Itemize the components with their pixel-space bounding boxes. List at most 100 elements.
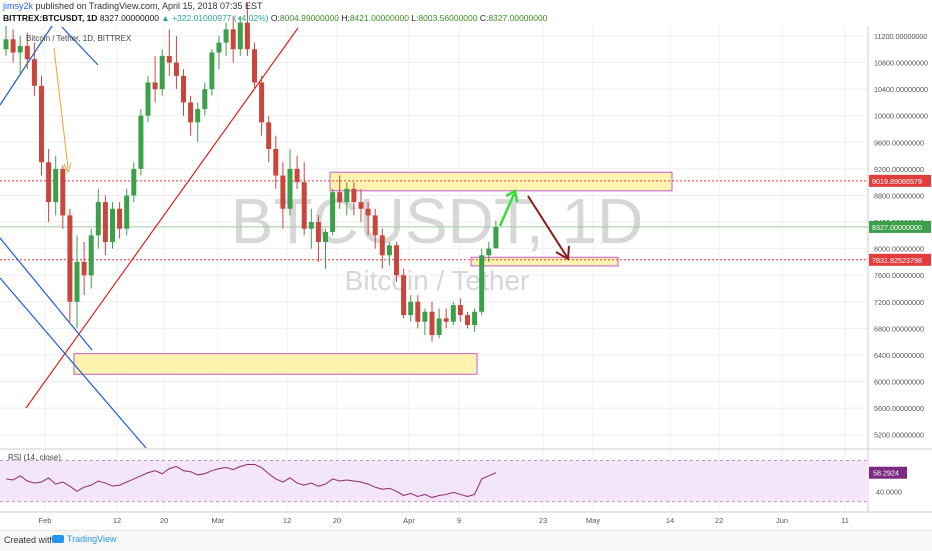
price-chart[interactable]: BTCUSDT, 1D Bitcoin / Tether 5200.000000… xyxy=(0,0,932,530)
price-tick-label: 5200.00000000 xyxy=(874,431,924,440)
time-tick-label: Jun xyxy=(776,516,788,525)
time-tick-label: 12 xyxy=(283,516,291,525)
time-tick-label: 12 xyxy=(113,516,121,525)
trend-line xyxy=(25,27,299,409)
candle-body xyxy=(216,42,222,53)
down-arrow xyxy=(527,195,568,258)
candle-body xyxy=(110,208,115,242)
candle-body xyxy=(365,208,371,216)
candle-body xyxy=(465,315,470,326)
price-label-box xyxy=(869,220,931,233)
candle-body xyxy=(457,305,463,316)
time-tick-label: 22 xyxy=(715,516,723,525)
time-tick-label: Apr xyxy=(403,516,415,525)
price-tick-label: 8800.00000000 xyxy=(874,191,924,200)
candle-body xyxy=(117,208,123,229)
candle-body xyxy=(408,301,414,316)
candle-body xyxy=(81,261,87,276)
candle-body xyxy=(337,192,343,203)
candle-body xyxy=(60,168,66,216)
candle-body xyxy=(10,39,16,53)
open-value: 8004.99000000 xyxy=(279,13,339,23)
candle-body xyxy=(379,235,385,256)
candle-body xyxy=(24,45,30,60)
up-arrow xyxy=(498,193,516,227)
time-tick-label: 20 xyxy=(160,516,168,525)
price-tick-label: 10000.00000000 xyxy=(874,112,928,121)
price-label-box xyxy=(869,174,931,187)
candle-body xyxy=(422,311,428,322)
ohlc-header: BITTREX:BTCUSDT, 1D 8327.00000000 ▲ +322… xyxy=(3,13,548,23)
rsi-level-label: 40.0000 xyxy=(876,487,902,496)
watermark-ticker: BTCUSDT, 1D xyxy=(231,185,644,257)
candle-body xyxy=(209,52,215,90)
candle-body xyxy=(415,301,421,322)
price-tick-label: 6800.00000000 xyxy=(874,324,924,333)
price-label-text: 7831.82523798 xyxy=(872,256,922,265)
candle-body xyxy=(152,82,158,90)
time-tick-label: 23 xyxy=(539,516,547,525)
supply-zone xyxy=(470,256,619,267)
price-tick-label: 6400.00000000 xyxy=(874,351,924,360)
candle-body xyxy=(358,202,364,209)
up-arrow-head xyxy=(505,189,519,203)
tradingview-logo[interactable]: TradingView xyxy=(52,534,117,544)
time-tick-label: Feb xyxy=(39,516,52,525)
channel-line xyxy=(0,25,53,106)
candle-body xyxy=(223,29,229,43)
time-tick-label: 20 xyxy=(333,516,341,525)
publish-info: jimsy2k published on TradingView.com, Ap… xyxy=(3,1,263,11)
candle-body xyxy=(372,215,378,236)
price-tick-label: 10400.00000000 xyxy=(874,85,928,94)
time-tick-label: 14 xyxy=(666,516,674,525)
price-label-text: 9019.89066579 xyxy=(872,177,922,186)
candle-body xyxy=(472,311,478,326)
candle-body xyxy=(280,175,286,209)
candle-body xyxy=(450,305,456,322)
close-value: 8327.00000000 xyxy=(488,13,548,23)
candle-body xyxy=(315,222,321,242)
author-link[interactable]: jimsy2k xyxy=(3,1,34,11)
candle-body xyxy=(46,162,52,203)
candle-body xyxy=(3,39,9,50)
candle-body xyxy=(344,188,350,203)
rsi-line xyxy=(5,463,497,499)
candle-body xyxy=(294,168,300,183)
legend-symbol: Bitcoin / Tether, 1D, BITTREX xyxy=(26,34,132,43)
candle-body xyxy=(31,59,37,86)
price-tick-label: 6000.00000000 xyxy=(874,378,924,387)
candle-body xyxy=(173,62,179,76)
candle-body xyxy=(102,202,108,242)
candle-body xyxy=(323,232,328,242)
candle-body xyxy=(287,168,293,209)
candle-body xyxy=(88,235,94,276)
candle-body xyxy=(266,122,272,149)
candle-body xyxy=(401,275,407,316)
candle-body xyxy=(181,75,186,103)
drawings xyxy=(0,25,868,449)
orange-arrow xyxy=(53,47,69,169)
symbol-name: BITTREX:BTCUSDT, 1D xyxy=(3,13,98,23)
price-label-box xyxy=(869,253,931,266)
supply-zone xyxy=(329,171,673,192)
candle-body xyxy=(131,168,137,196)
high-value: 8421.00000000 xyxy=(349,13,409,23)
zones xyxy=(73,171,673,375)
candle-body xyxy=(74,261,80,302)
candle-body xyxy=(138,115,144,169)
candle-body xyxy=(259,82,265,123)
price-tick-label: 7600.00000000 xyxy=(874,271,924,280)
low-value: 8003.56000000 xyxy=(418,13,478,23)
candle-body xyxy=(479,255,485,312)
candle-body xyxy=(330,192,336,233)
price-tick-label: 11200.00000000 xyxy=(874,32,927,41)
price-tick-label: 7200.00000000 xyxy=(874,298,924,307)
rsi-label: RSI (14, close) xyxy=(8,453,61,462)
candle-body xyxy=(124,195,130,229)
candle-body xyxy=(493,226,499,249)
candle-body xyxy=(443,318,449,322)
time-axis: Feb 12 20 Mar 12 20 Apr 9 23 May 14 22 Jun 11 xyxy=(39,516,849,525)
candle-body xyxy=(386,245,392,256)
candle-body xyxy=(202,89,208,110)
supply-zone xyxy=(73,353,478,375)
